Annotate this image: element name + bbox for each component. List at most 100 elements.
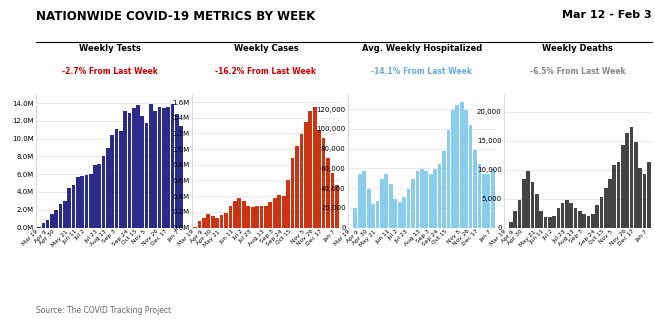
Bar bbox=[455, 105, 459, 228]
Bar bbox=[277, 195, 281, 227]
Bar bbox=[595, 205, 599, 228]
Bar bbox=[123, 111, 127, 228]
Bar bbox=[464, 110, 468, 228]
Bar bbox=[41, 223, 45, 227]
Bar bbox=[295, 146, 299, 228]
Bar bbox=[362, 171, 366, 228]
Bar bbox=[54, 210, 58, 227]
Bar bbox=[63, 201, 67, 227]
Text: -16.2% From Last Week: -16.2% From Last Week bbox=[215, 67, 316, 76]
Bar bbox=[384, 174, 388, 228]
Bar bbox=[202, 218, 206, 228]
Bar bbox=[433, 169, 437, 228]
Bar bbox=[371, 204, 375, 228]
Bar bbox=[398, 202, 402, 227]
Bar bbox=[229, 206, 233, 227]
Bar bbox=[643, 174, 646, 228]
Bar bbox=[626, 133, 629, 227]
Bar bbox=[569, 202, 573, 227]
Bar bbox=[93, 165, 97, 228]
Text: -6.5% From Last Week: -6.5% From Last Week bbox=[530, 67, 626, 76]
Bar bbox=[438, 164, 441, 227]
Bar bbox=[591, 214, 595, 228]
Text: Weekly Tests: Weekly Tests bbox=[79, 44, 141, 53]
Bar bbox=[286, 180, 290, 228]
Bar bbox=[574, 208, 578, 228]
Bar bbox=[299, 134, 303, 228]
Bar bbox=[50, 214, 54, 228]
Bar bbox=[451, 110, 455, 228]
Bar bbox=[482, 174, 486, 228]
Bar bbox=[106, 149, 110, 228]
Bar bbox=[81, 176, 84, 228]
Bar bbox=[179, 126, 183, 228]
Bar bbox=[238, 199, 241, 227]
Bar bbox=[608, 179, 612, 227]
Bar bbox=[514, 211, 517, 227]
Bar bbox=[224, 213, 228, 228]
Bar bbox=[89, 174, 92, 228]
Bar bbox=[102, 156, 105, 228]
Bar bbox=[402, 197, 406, 227]
Bar bbox=[411, 179, 415, 228]
Bar bbox=[447, 130, 450, 228]
Bar bbox=[313, 107, 316, 228]
Bar bbox=[375, 201, 379, 227]
Text: Weekly Deaths: Weekly Deaths bbox=[542, 44, 613, 53]
Text: NATIONWIDE COVID-19 METRICS BY WEEK: NATIONWIDE COVID-19 METRICS BY WEEK bbox=[36, 10, 315, 23]
Bar bbox=[291, 158, 294, 228]
Bar bbox=[460, 102, 464, 228]
Bar bbox=[473, 150, 477, 228]
Bar bbox=[132, 109, 136, 228]
Bar bbox=[565, 200, 569, 227]
Bar bbox=[46, 219, 50, 228]
Bar bbox=[424, 171, 428, 228]
Bar bbox=[158, 107, 161, 228]
Bar bbox=[442, 151, 446, 228]
Bar bbox=[326, 158, 330, 228]
Bar bbox=[128, 113, 131, 228]
Bar bbox=[604, 188, 607, 227]
Text: Source: The COVID Tracking Project: Source: The COVID Tracking Project bbox=[36, 306, 171, 315]
Text: -2.7% From Last Week: -2.7% From Last Week bbox=[62, 67, 158, 76]
Bar bbox=[531, 182, 534, 228]
Bar bbox=[617, 162, 620, 228]
Bar bbox=[621, 145, 625, 228]
Bar bbox=[304, 123, 308, 228]
Text: Avg. Weekly Hospitalized: Avg. Weekly Hospitalized bbox=[362, 44, 482, 53]
Bar bbox=[522, 179, 526, 227]
Bar bbox=[264, 205, 268, 228]
Bar bbox=[647, 162, 650, 228]
Bar bbox=[638, 168, 642, 228]
Bar bbox=[162, 109, 166, 228]
Bar bbox=[634, 142, 637, 227]
Bar bbox=[629, 127, 633, 228]
Bar bbox=[582, 214, 586, 228]
Bar bbox=[233, 201, 237, 227]
Bar bbox=[527, 171, 530, 227]
Bar bbox=[259, 206, 263, 227]
Bar bbox=[331, 174, 334, 228]
Bar bbox=[273, 198, 276, 228]
Bar bbox=[548, 217, 552, 228]
Bar bbox=[380, 179, 384, 228]
Bar bbox=[153, 111, 157, 228]
Bar bbox=[136, 105, 140, 228]
Bar bbox=[354, 208, 357, 228]
Bar bbox=[389, 184, 393, 228]
Bar bbox=[110, 135, 114, 228]
Bar bbox=[578, 211, 582, 227]
Bar bbox=[255, 205, 259, 228]
Bar bbox=[367, 189, 371, 227]
Bar bbox=[309, 111, 312, 228]
Bar bbox=[67, 188, 71, 227]
Bar bbox=[552, 216, 556, 228]
Bar bbox=[429, 174, 432, 228]
Bar bbox=[335, 185, 339, 227]
Bar bbox=[612, 165, 616, 228]
Bar bbox=[59, 204, 62, 228]
Bar bbox=[491, 169, 495, 228]
Bar bbox=[145, 123, 149, 228]
Bar bbox=[251, 207, 255, 228]
Bar bbox=[587, 216, 590, 228]
